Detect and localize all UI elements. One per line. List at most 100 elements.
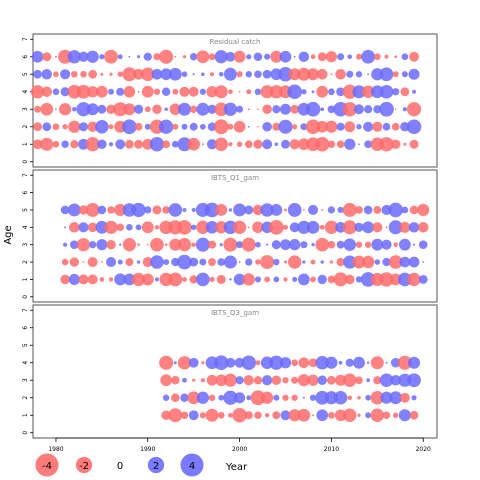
bubble [363, 105, 373, 114]
bubble [264, 413, 270, 418]
legend-bubble [147, 456, 165, 474]
y-tick-label: 3 [22, 107, 29, 111]
bubble [144, 123, 151, 130]
bubble [315, 137, 330, 152]
bubble [189, 122, 198, 131]
bubble [190, 224, 197, 231]
bubble [262, 121, 272, 132]
bubble [188, 357, 199, 368]
bubble [106, 104, 116, 114]
bubble [168, 67, 182, 81]
bubble [354, 222, 364, 232]
bubble [244, 411, 253, 420]
bubble [253, 139, 263, 149]
bubble [306, 220, 320, 234]
legend-label: 0 [117, 461, 123, 472]
panel-frame [32, 33, 438, 168]
bubble [302, 396, 305, 399]
bubble [342, 84, 357, 99]
bubble [87, 86, 99, 98]
bubble [207, 240, 217, 249]
bubble [199, 123, 206, 130]
bubble [408, 356, 421, 369]
bubble [177, 254, 192, 270]
bubble [134, 122, 143, 131]
bubble [357, 413, 361, 417]
bubble [162, 206, 170, 214]
bubble [189, 53, 198, 61]
bubble [58, 49, 73, 64]
bubble [143, 52, 152, 61]
bubble [109, 72, 113, 76]
bubble [257, 108, 259, 111]
bubble [60, 69, 71, 80]
bubble [262, 69, 272, 79]
bubble [380, 391, 393, 404]
bubble [389, 391, 403, 405]
bubble [204, 202, 220, 218]
bubble [141, 273, 154, 286]
bubble [236, 241, 244, 249]
bubble [398, 272, 412, 287]
bubble [310, 54, 316, 60]
bubble [116, 223, 125, 232]
bubble [273, 258, 280, 266]
bubble [144, 106, 151, 113]
bubble [228, 412, 233, 418]
bubble [172, 88, 179, 95]
bubble [335, 374, 347, 386]
bubble [104, 220, 118, 234]
bubble [123, 273, 136, 286]
bubble [390, 139, 401, 150]
bubble [392, 412, 399, 418]
y-tick-label: 1 [22, 413, 29, 417]
bubble [114, 203, 127, 217]
bubble [117, 259, 123, 265]
bubble [223, 373, 237, 387]
bubble [393, 242, 399, 248]
bubble [171, 140, 179, 148]
bubble [182, 207, 187, 212]
bubble [223, 220, 238, 235]
y-tick-label: 6 [22, 326, 29, 330]
bubble [320, 107, 325, 112]
bubble [343, 238, 356, 251]
bubble [131, 202, 146, 218]
bubble [206, 86, 218, 98]
bubble [54, 55, 57, 58]
panel-title: Residual catch [210, 38, 261, 46]
bubble [360, 272, 376, 287]
bubble [422, 261, 425, 263]
bubble [41, 86, 52, 97]
bubble [223, 102, 238, 116]
bubble [225, 357, 236, 368]
bubble [250, 390, 266, 406]
bubble [361, 49, 376, 64]
bubble [53, 71, 59, 78]
bubble [215, 374, 228, 387]
bubble [87, 257, 98, 268]
bubbles [159, 355, 421, 423]
y-tick-label: 2 [22, 260, 29, 264]
bubble [233, 273, 246, 286]
bubble [264, 276, 271, 283]
bubble [78, 222, 89, 233]
bubble [310, 259, 316, 265]
bubble [34, 105, 42, 113]
bubble [385, 361, 388, 364]
bubble [305, 119, 321, 135]
bubble [206, 374, 218, 386]
bubble [379, 137, 394, 152]
bubble [329, 260, 334, 264]
bubble [333, 391, 348, 405]
bubble [269, 85, 283, 99]
bubble [254, 276, 262, 283]
bubble [356, 124, 362, 130]
legend: -4 -2 0 2 4 [35, 453, 204, 477]
bubble [338, 360, 343, 365]
bubble [287, 84, 302, 100]
bubble [327, 275, 336, 284]
bubble [297, 67, 311, 81]
bubble [242, 273, 255, 286]
bubble [288, 409, 301, 422]
